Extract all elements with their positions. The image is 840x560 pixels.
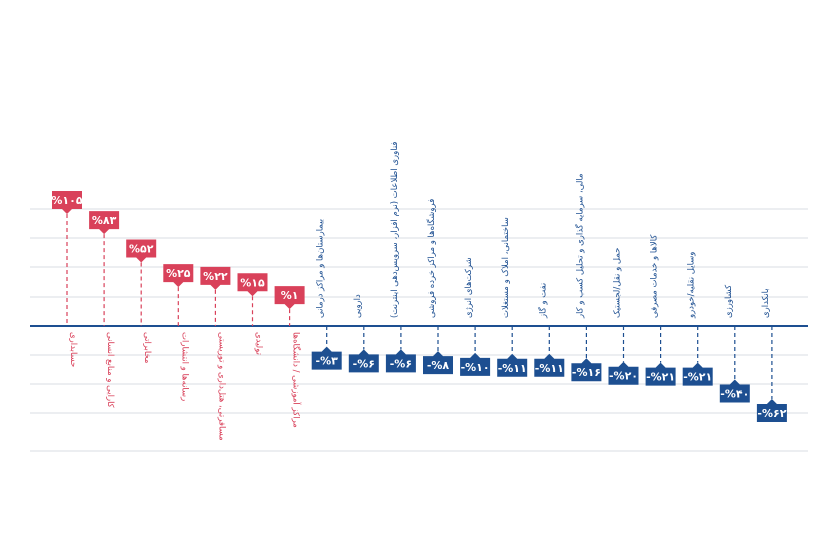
- bar-mark: -%۴۰ کشاورزی: [719, 284, 750, 403]
- bar-mark: -%۲۱ کالاها و خدمات مصرفی: [645, 234, 676, 386]
- category-label: تولیدی: [254, 332, 264, 356]
- data-label: -%۶۲: [757, 407, 786, 420]
- bar-mark: -%۱۰ شرکت‌های انرژی: [460, 257, 491, 376]
- bar-mark: %۱ مراکز آموزشی / دانشگاه‌ها: [274, 286, 305, 428]
- bar-mark: -%۲۰ حمل و نقل/لجستیک: [608, 248, 639, 385]
- value-marker: [89, 211, 120, 235]
- category-label: شرکت‌های انرژی: [464, 257, 474, 318]
- category-label: کالاها و خدمات مصرفی: [650, 234, 660, 318]
- data-label: %۱: [281, 289, 299, 302]
- bar-mark: -%۶ دارویی: [348, 294, 379, 373]
- value-marker: [423, 351, 453, 375]
- category-label: کارایی و منابع انسانی: [105, 332, 115, 409]
- bar-mark: -%۲۱ وسایل نقلیه/خودرو: [682, 252, 713, 386]
- value-marker: [385, 349, 416, 373]
- bar-mark: %۱۵ تولیدی: [237, 273, 268, 356]
- value-marker: [311, 346, 342, 370]
- value-marker: [756, 399, 787, 422]
- bar-mark: -%۱۶ مالی، سرمایه گذاری و تحلیل کسب و کار: [571, 173, 602, 382]
- value-marker: [571, 358, 602, 382]
- bar-mark: -%۸ فروشگاه‌ها و مراکز خرده فروشی: [423, 199, 453, 375]
- bar-mark: -%۶۲ بانکداری: [756, 288, 787, 422]
- value-marker: [719, 379, 750, 403]
- data-label: %۸۳: [92, 214, 117, 227]
- value-marker: [497, 353, 528, 377]
- gridlines: [30, 208, 808, 452]
- bar-mark: %۸۳ کارایی و منابع انسانی: [89, 211, 120, 409]
- bar-mark: %۱۰۵ حسابداری: [51, 191, 83, 367]
- data-label: -%۶: [390, 357, 412, 370]
- bar-mark: %۲۲ مسافرتی، هتل‌داری و توریستی: [200, 266, 231, 441]
- data-label: -%۲۱: [646, 371, 675, 384]
- category-label: حمل و نقل/لجستیک: [613, 248, 623, 318]
- value-marker: [274, 286, 305, 310]
- category-label: فناوری اطلاعات (نرم افزار، سرویس‌دهی این…: [390, 142, 400, 318]
- data-label: %۲۲: [203, 270, 228, 283]
- bar-mark: -%۱۱ ساختمانی، املاک و مستغلات: [497, 217, 528, 377]
- bar-mark: -%۱۱ نفت و گاز: [534, 283, 565, 377]
- bar-mark: %۵۲ مخابراتی: [126, 239, 157, 364]
- data-label: -%۲۱: [683, 371, 712, 384]
- value-marker: [237, 273, 268, 297]
- category-label: ساختمانی، املاک و مستغلات: [501, 217, 511, 318]
- category-label: مراکز آموزشی / دانشگاه‌ها: [291, 332, 303, 428]
- data-label: %۱۵: [240, 276, 265, 289]
- category-label: حسابداری: [68, 332, 78, 367]
- value-marker: [200, 266, 231, 290]
- category-label: رسانه‌ها و انتشارات: [179, 332, 189, 401]
- category-label: مخابراتی: [142, 332, 152, 364]
- data-label: %۵۲: [129, 242, 154, 255]
- category-label: نفت و گاز: [537, 283, 548, 319]
- category-label: مسافرتی، هتل‌داری و توریستی: [216, 332, 226, 441]
- value-marker: [460, 352, 491, 376]
- data-label: -%۲۰: [609, 370, 638, 383]
- value-marker: [534, 353, 565, 377]
- category-label: فروشگاه‌ها و مراکز خرده فروشی: [426, 199, 437, 318]
- category-label: بانکداری: [761, 288, 771, 318]
- value-marker: [608, 361, 639, 385]
- value-marker: [645, 362, 676, 386]
- data-label: -%۸: [427, 359, 450, 372]
- data-label: -%۱۱: [535, 362, 564, 375]
- data-label: -%۱۱: [498, 362, 527, 375]
- value-marker: [348, 349, 379, 373]
- value-marker: [163, 264, 194, 288]
- value-marker: [682, 362, 713, 386]
- category-label: کشاورزی: [724, 284, 734, 318]
- data-label: -%۶: [353, 357, 375, 370]
- chart-marks: %۱۰۵ حسابداری %۸۳ کارایی و منابع انسانی %۵۲ م…: [51, 142, 787, 441]
- bar-mark: %۲۵ رسانه‌ها و انتشارات: [163, 264, 194, 401]
- data-label: -%۴۰: [720, 387, 749, 400]
- category-label: مالی، سرمایه گذاری و تحلیل کسب و کار: [574, 173, 585, 319]
- data-label: -%۱۶: [572, 366, 601, 379]
- data-label: %۱۰۵: [51, 194, 82, 207]
- category-label: دارویی: [353, 294, 363, 318]
- data-label: %۲۵: [166, 267, 191, 280]
- value-marker: [126, 239, 157, 263]
- category-label: بیمارستان‌ها و مراکز درمانی: [316, 219, 326, 318]
- value-marker: [52, 191, 82, 214]
- category-label: وسایل نقلیه/خودرو: [687, 252, 697, 319]
- bar-mark: -%۳ بیمارستان‌ها و مراکز درمانی: [311, 219, 342, 370]
- bar-mark: -%۶ فناوری اطلاعات (نرم افزار، سرویس‌دهی …: [385, 142, 416, 373]
- data-label: -%۱۰: [461, 361, 490, 374]
- data-label: -%۳: [316, 355, 339, 368]
